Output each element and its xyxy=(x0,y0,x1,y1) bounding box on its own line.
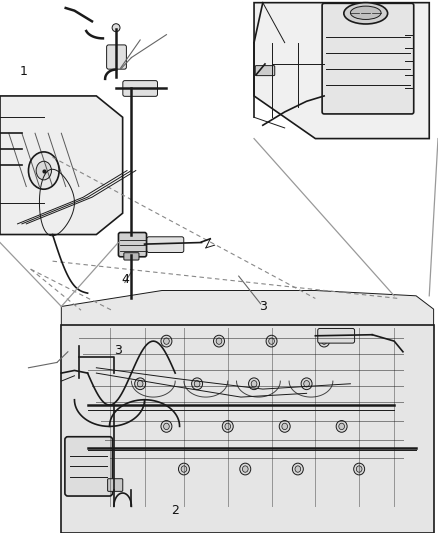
Polygon shape xyxy=(0,96,123,235)
Ellipse shape xyxy=(356,466,362,472)
Ellipse shape xyxy=(243,466,248,472)
Ellipse shape xyxy=(225,423,231,430)
Ellipse shape xyxy=(223,421,233,432)
Ellipse shape xyxy=(135,378,145,390)
Ellipse shape xyxy=(216,338,222,344)
Text: 3: 3 xyxy=(114,344,122,357)
FancyBboxPatch shape xyxy=(118,232,147,257)
Ellipse shape xyxy=(266,335,277,347)
Ellipse shape xyxy=(350,6,381,20)
Ellipse shape xyxy=(181,466,187,472)
Text: 4: 4 xyxy=(121,273,129,286)
Ellipse shape xyxy=(178,463,189,475)
FancyBboxPatch shape xyxy=(322,3,414,114)
Ellipse shape xyxy=(214,335,224,347)
Polygon shape xyxy=(61,325,434,533)
FancyBboxPatch shape xyxy=(123,80,158,96)
Ellipse shape xyxy=(353,463,364,475)
Ellipse shape xyxy=(295,466,300,472)
Ellipse shape xyxy=(304,381,309,387)
Ellipse shape xyxy=(336,421,347,432)
FancyBboxPatch shape xyxy=(124,253,139,260)
Ellipse shape xyxy=(293,463,304,475)
FancyBboxPatch shape xyxy=(106,45,127,69)
Ellipse shape xyxy=(192,378,202,390)
FancyBboxPatch shape xyxy=(65,437,113,496)
Ellipse shape xyxy=(344,3,388,24)
FancyBboxPatch shape xyxy=(147,237,184,253)
Ellipse shape xyxy=(194,381,200,387)
Ellipse shape xyxy=(137,381,143,387)
Ellipse shape xyxy=(301,378,312,390)
Ellipse shape xyxy=(112,23,120,32)
Ellipse shape xyxy=(249,378,259,390)
FancyBboxPatch shape xyxy=(255,66,275,76)
Ellipse shape xyxy=(339,423,344,430)
Ellipse shape xyxy=(161,335,172,347)
Ellipse shape xyxy=(240,463,251,475)
Ellipse shape xyxy=(279,421,290,432)
Ellipse shape xyxy=(269,338,274,344)
FancyBboxPatch shape xyxy=(318,328,355,343)
Ellipse shape xyxy=(36,161,52,180)
Ellipse shape xyxy=(282,423,287,430)
Ellipse shape xyxy=(318,335,330,347)
FancyBboxPatch shape xyxy=(108,479,123,491)
Polygon shape xyxy=(254,3,429,139)
Ellipse shape xyxy=(163,423,169,430)
Ellipse shape xyxy=(161,421,172,432)
Text: 2: 2 xyxy=(171,504,179,516)
Ellipse shape xyxy=(321,338,327,344)
Ellipse shape xyxy=(163,338,169,344)
Ellipse shape xyxy=(28,152,59,189)
Polygon shape xyxy=(61,290,434,330)
Text: 3: 3 xyxy=(259,300,267,313)
Ellipse shape xyxy=(251,381,257,387)
Text: 1: 1 xyxy=(20,66,28,78)
